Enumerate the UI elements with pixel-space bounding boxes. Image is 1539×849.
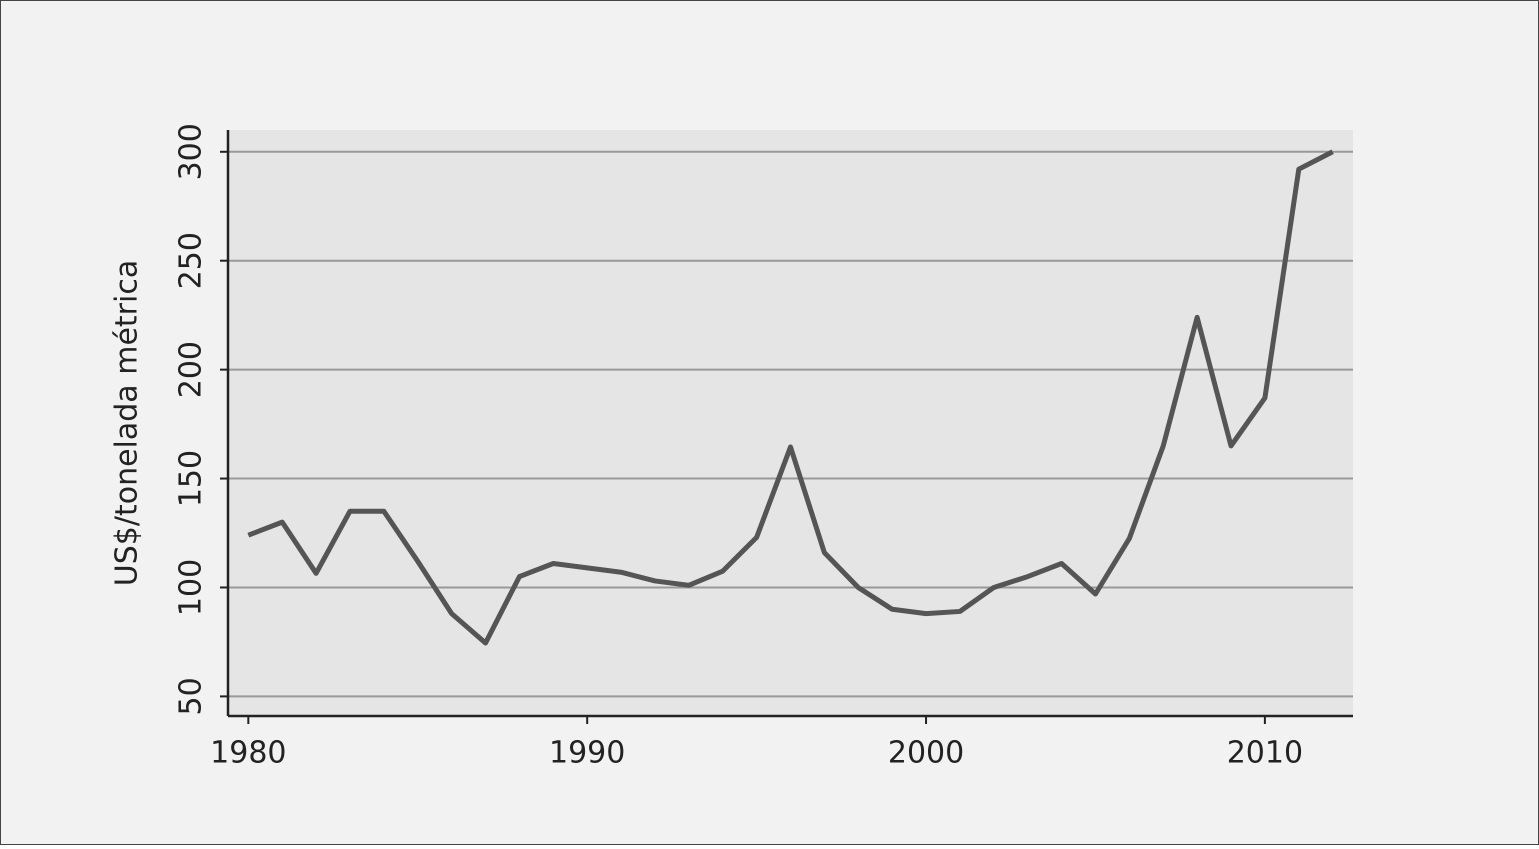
x-tick-label: 1980: [210, 736, 286, 771]
x-tick-label: 2010: [1227, 736, 1303, 771]
y-tick-label: 200: [174, 341, 209, 398]
y-axis-label: US$/tonelada métrica: [110, 260, 145, 586]
y-tick-label: 250: [174, 232, 209, 289]
y-tick-label: 50: [174, 677, 209, 715]
x-tick-label: 2000: [888, 736, 964, 771]
y-tick-label: 150: [174, 450, 209, 507]
x-tick-label: 1990: [549, 736, 625, 771]
plot-area: [228, 130, 1353, 716]
y-tick-label: 100: [174, 559, 209, 616]
y-tick-label: 300: [174, 123, 209, 180]
data-line: [247, 149, 1334, 646]
